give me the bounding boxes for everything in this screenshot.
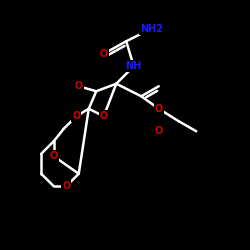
Text: NH2: NH2 bbox=[140, 24, 163, 34]
Text: O: O bbox=[74, 81, 83, 91]
Text: NH: NH bbox=[126, 61, 142, 71]
Text: O: O bbox=[50, 151, 58, 161]
Text: O: O bbox=[72, 111, 80, 121]
Text: O: O bbox=[154, 126, 163, 136]
Text: O: O bbox=[100, 111, 108, 121]
Text: O: O bbox=[100, 49, 108, 59]
Text: O: O bbox=[154, 104, 163, 114]
Text: O: O bbox=[62, 181, 70, 191]
